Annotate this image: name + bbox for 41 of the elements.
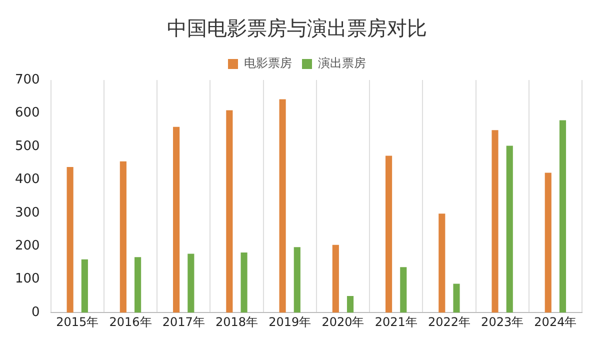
- x-tick-label: 2020年: [322, 314, 364, 329]
- x-tick-label: 2018年: [215, 314, 258, 329]
- legend-label: 演出票房: [318, 56, 366, 70]
- bar: [400, 267, 407, 313]
- bar: [506, 146, 513, 313]
- bar: [438, 214, 446, 313]
- y-tick-label: 500: [14, 138, 40, 154]
- legend-label: 电影票房: [244, 56, 292, 70]
- x-tick-label: 2015年: [56, 314, 99, 329]
- x-tick-label: 2017年: [162, 314, 205, 329]
- bar: [544, 172, 552, 313]
- x-tick-label: 2016年: [109, 314, 152, 329]
- y-tick-label: 200: [14, 238, 40, 254]
- x-tick-label: 2019年: [268, 314, 312, 329]
- y-tick-label: 600: [14, 106, 40, 121]
- x-tick-label: 2021年: [374, 314, 418, 329]
- bar: [346, 296, 354, 313]
- bar: [134, 257, 142, 313]
- x-tick-label: 2023年: [481, 314, 524, 329]
- bar: [120, 161, 126, 313]
- bar: [294, 247, 300, 313]
- y-tick-label: 700: [14, 72, 40, 88]
- y-tick-label: 400: [14, 172, 40, 188]
- bar: [81, 259, 88, 313]
- bar: [492, 130, 498, 313]
- y-tick-label: 100: [14, 272, 40, 287]
- bar: [453, 284, 460, 313]
- x-tick-label: 2022年: [428, 314, 470, 329]
- chart-title: 中国电影票房与演出票房对比: [167, 16, 427, 40]
- bar: [385, 156, 392, 313]
- bar: [173, 126, 180, 313]
- x-tick-label: 2024年: [534, 314, 577, 329]
- y-tick-label: 300: [14, 205, 40, 220]
- bar: [332, 244, 339, 313]
- bar: [188, 254, 194, 313]
- y-tick-label: 0: [32, 304, 40, 320]
- bar: [559, 120, 566, 313]
- bar: [66, 167, 74, 313]
- bar: [279, 99, 286, 313]
- bar: [226, 110, 233, 313]
- bar: [240, 252, 248, 313]
